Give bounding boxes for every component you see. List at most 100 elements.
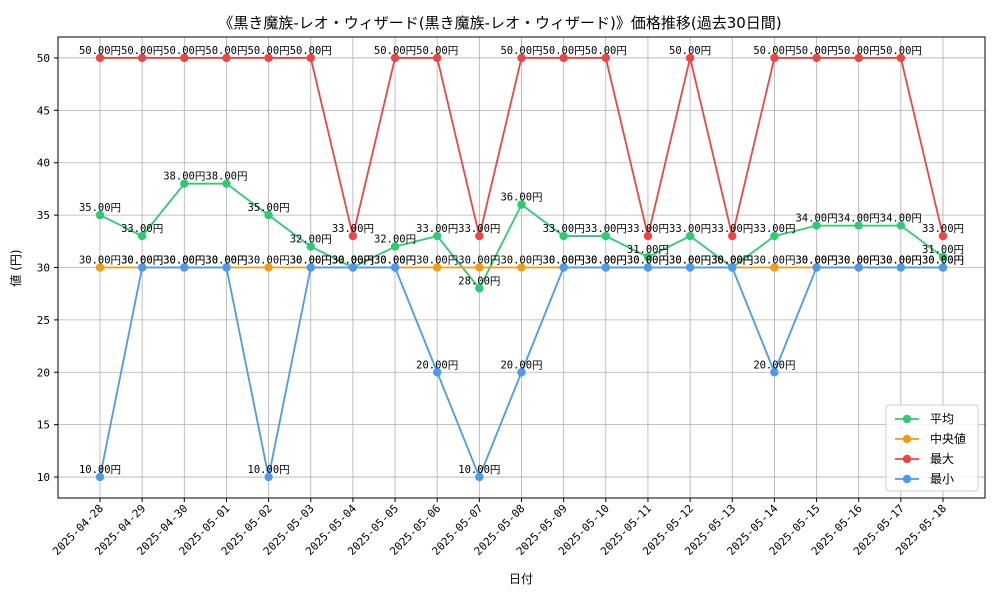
series-point (137, 231, 147, 241)
data-label: 38.00円 (205, 171, 247, 183)
series-point (938, 263, 948, 272)
series-point (854, 53, 863, 63)
series-point (770, 53, 779, 63)
series-point (222, 263, 231, 272)
data-label: 30.00円 (838, 255, 880, 267)
data-label: 33.00円 (585, 223, 627, 235)
data-label: 34.00円 (880, 213, 922, 225)
legend-marker (902, 434, 912, 444)
data-label: 30.00円 (880, 255, 922, 267)
series-point (433, 263, 442, 272)
data-label: 50.00円 (838, 45, 880, 57)
series-point (770, 263, 779, 272)
data-label: 30.00円 (543, 255, 585, 267)
data-label: 33.00円 (922, 223, 964, 235)
data-label: 10.00円 (248, 464, 290, 476)
data-label: 30.00円 (374, 255, 416, 267)
data-label: 50.00円 (500, 45, 542, 57)
data-label: 33.00円 (121, 223, 163, 235)
data-label: 30.00円 (163, 255, 205, 267)
data-label: 30.00円 (669, 255, 711, 267)
legend-label: 最大 (930, 452, 954, 466)
x-axis-label: 日付 (509, 572, 533, 586)
legend-marker (902, 414, 912, 424)
series-layer (95, 53, 948, 482)
data-label: 50.00円 (374, 45, 416, 57)
series-point (475, 231, 484, 241)
data-label: 30.00円 (627, 255, 669, 267)
series-point (643, 263, 653, 272)
y-tick-label: 50 (37, 52, 50, 65)
series-point (854, 263, 863, 272)
series-point (180, 263, 189, 272)
data-label: 30.00円 (795, 255, 837, 267)
series-point (222, 179, 231, 188)
data-label: 33.00円 (669, 223, 711, 235)
data-label: 30.00円 (248, 255, 290, 267)
series-point (517, 368, 526, 377)
series-point (685, 231, 695, 241)
legend-label: 最小 (930, 472, 954, 486)
data-label: 30.00円 (922, 255, 964, 267)
series-point (854, 221, 863, 230)
series-point (812, 263, 821, 272)
data-label: 50.00円 (543, 45, 585, 57)
data-label: 30.00円 (332, 255, 374, 267)
data-label: 30.00円 (711, 255, 753, 267)
series-point (643, 231, 653, 241)
data-label: 30.00円 (290, 255, 332, 267)
series-point (264, 263, 273, 272)
data-label: 30.00円 (374, 255, 416, 267)
series-point (643, 252, 653, 262)
data-label: 35.00円 (248, 202, 290, 214)
series-point (95, 472, 105, 482)
data-label: 50.00円 (585, 45, 627, 57)
data-label: 50.00円 (290, 45, 332, 57)
data-label: 31.00円 (627, 244, 669, 256)
data-label: 30.00円 (585, 255, 627, 267)
data-label: 30.00円 (500, 255, 542, 267)
legend-marker (902, 474, 912, 484)
series-point (517, 200, 526, 209)
series-point (896, 53, 906, 63)
series-point (770, 368, 779, 377)
series-point (896, 263, 906, 272)
data-label: 30.00円 (458, 255, 500, 267)
data-label: 30.00円 (543, 255, 585, 267)
series-point (685, 263, 695, 272)
data-label: 33.00円 (332, 223, 374, 235)
data-label: 30.00円 (121, 255, 163, 267)
series-point (728, 263, 737, 272)
data-label: 34.00円 (795, 213, 837, 225)
data-label: 34.00円 (838, 213, 880, 225)
data-label: 30.00円 (838, 255, 880, 267)
data-label: 33.00円 (416, 223, 458, 235)
data-label: 50.00円 (795, 45, 837, 57)
series-point (137, 53, 147, 63)
data-label: 50.00円 (669, 45, 711, 57)
y-tick-label: 10 (37, 471, 50, 484)
series-point (95, 210, 105, 220)
series-point (517, 53, 526, 63)
series-point (685, 53, 695, 63)
data-label: 33.00円 (711, 223, 753, 235)
data-label: 20.00円 (753, 359, 795, 371)
data-label: 30.00円 (753, 255, 795, 267)
series-point (896, 221, 906, 230)
series-point (770, 231, 779, 241)
data-label: 33.00円 (627, 223, 669, 235)
y-ticks: 10 15 20 25 30 35 40 45 50 (37, 52, 58, 484)
legend-box (885, 404, 979, 492)
series-point (938, 252, 948, 262)
series-point (475, 284, 484, 293)
series-point (348, 263, 358, 272)
series-point (137, 263, 147, 272)
data-label: 30.00円 (290, 255, 332, 267)
data-label: 30.00円 (880, 255, 922, 267)
y-tick-label: 30 (37, 262, 50, 275)
series-point (264, 53, 273, 63)
series-point (812, 221, 821, 230)
series-point (433, 368, 442, 377)
data-label: 30.00円 (79, 255, 121, 267)
